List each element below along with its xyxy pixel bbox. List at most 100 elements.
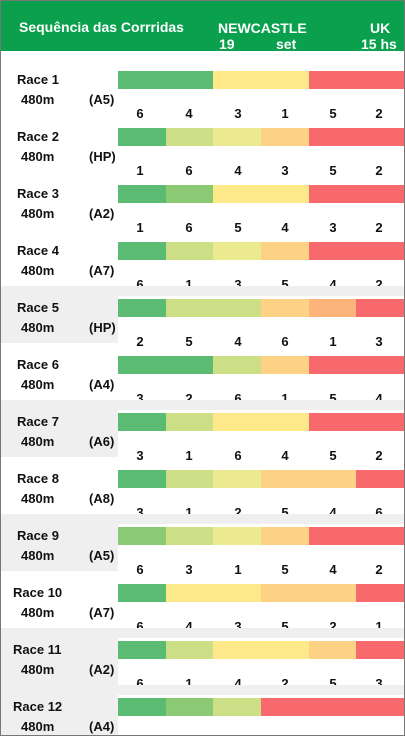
rating-segment-pale-yellow <box>213 470 261 488</box>
rating-bar: 6 1 4 2 5 3 <box>118 641 404 691</box>
rating-segment-red <box>356 470 404 488</box>
rating-segment-green <box>118 641 166 659</box>
rating-segment-green <box>118 413 166 431</box>
rating-bar: 3 1 6 4 5 2 <box>118 413 404 463</box>
row-shading <box>1 628 118 685</box>
trap-number: 4 <box>234 676 242 691</box>
rating-segment-light-orange <box>261 527 309 545</box>
rating-segment-yellow-green <box>213 698 261 716</box>
race-grade: (A2) <box>89 206 115 221</box>
rating-segment-yellow-green <box>165 641 214 659</box>
rating-segment-orange <box>308 299 357 317</box>
race-distance: 480m <box>21 377 55 392</box>
trap-number: 5 <box>281 505 289 520</box>
trap-number: 6 <box>185 220 193 235</box>
trap-number: 1 <box>281 106 289 121</box>
trap-number: 6 <box>375 505 383 520</box>
race-name: Race 12 <box>13 699 63 714</box>
rating-segment-red <box>356 641 404 659</box>
rating-segment-light-orange <box>261 242 309 260</box>
race-distance: 480m <box>21 719 55 734</box>
race-name: Race 4 <box>17 243 59 258</box>
trap-number: 5 <box>329 163 337 178</box>
trap-number: 3 <box>234 619 242 634</box>
rating-bar: 1 6 5 4 3 2 <box>118 185 404 235</box>
row-shading <box>118 400 404 410</box>
rating-segment-yellow-green <box>165 242 214 260</box>
page-title: Sequência das Corrridas <box>19 19 184 35</box>
rating-bar: 6 1 3 5 4 2 <box>118 242 404 292</box>
trap-number: 5 <box>281 277 289 292</box>
rating-segment-green <box>118 584 166 602</box>
rating-segment-red <box>356 584 404 602</box>
trap-number: 3 <box>234 277 242 292</box>
race-row: Race 12 480m (A4) 1 4 2 6 5 3 <box>1 685 404 735</box>
rating-segment-red <box>308 242 404 260</box>
country-code: UK <box>370 20 391 36</box>
race-distance: 480m <box>21 149 55 164</box>
trap-number: 1 <box>136 220 144 235</box>
rating-segment-red <box>308 128 404 146</box>
race-row: Race 3 480m (A2) 1 6 5 4 3 2 <box>1 172 404 235</box>
row-shading <box>118 685 404 695</box>
race-name: Race 5 <box>17 300 59 315</box>
race-name: Race 2 <box>17 129 59 144</box>
race-name: Race 11 <box>13 642 62 657</box>
meeting-day: 19 <box>219 36 235 52</box>
race-grade: (A8) <box>89 491 115 506</box>
trap-number: 4 <box>185 619 193 634</box>
race-row: Race 2 480m (HP) 1 6 4 3 5 2 <box>1 115 404 178</box>
trap-number: 1 <box>185 676 193 691</box>
rating-segment-red <box>308 71 404 89</box>
race-grade: (A4) <box>89 377 115 392</box>
trap-number: 5 <box>329 106 337 121</box>
start-time: 15 hs <box>361 36 397 52</box>
rating-segment-light-orange <box>261 584 357 602</box>
race-grade: (A5) <box>89 92 115 107</box>
trap-number: 1 <box>185 448 193 463</box>
trap-number: 1 <box>185 505 193 520</box>
rating-segment-red <box>308 185 404 203</box>
trap-number: 5 <box>323 733 343 735</box>
rating-segment-yellow-green <box>165 413 214 431</box>
trap-number: 3 <box>281 163 289 178</box>
trap-number: 6 <box>136 277 144 292</box>
row-shading <box>1 286 118 343</box>
trap-number: 6 <box>136 676 144 691</box>
row-shading <box>118 286 404 296</box>
trap-number: 3 <box>185 562 193 577</box>
rating-segment-green <box>118 71 214 89</box>
rating-segment-yellow-green <box>165 128 214 146</box>
row-shading <box>1 400 118 457</box>
trap-number: 3 <box>329 220 337 235</box>
trap-number: 2 <box>375 220 383 235</box>
trap-number: 5 <box>234 220 242 235</box>
trap-number: 4 <box>329 277 337 292</box>
trap-number: 2 <box>329 619 337 634</box>
trap-number: 2 <box>228 733 248 735</box>
meeting-month: set <box>276 36 297 52</box>
rating-segment-light-orange <box>261 356 309 374</box>
trap-number: 3 <box>369 733 389 735</box>
row-shading <box>118 628 404 638</box>
race-name: Race 1 <box>17 72 59 87</box>
race-name: Race 7 <box>17 414 59 429</box>
trap-number: 1 <box>329 334 337 349</box>
race-grade: (HP) <box>89 320 116 335</box>
rating-segment-light-green <box>118 527 166 545</box>
trap-number: 6 <box>185 163 193 178</box>
trap-number: 3 <box>136 448 144 463</box>
rating-segment-light-orange <box>261 299 309 317</box>
trap-number: 5 <box>329 676 337 691</box>
rating-segment-green <box>118 185 166 203</box>
trap-number: 2 <box>281 676 289 691</box>
rating-segment-red <box>261 698 404 716</box>
trap-number: 1 <box>130 733 150 735</box>
race-grade: (A2) <box>89 662 115 677</box>
trap-number: 3 <box>375 334 383 349</box>
rating-segment-yellow <box>213 413 309 431</box>
rating-bar: 6 3 1 5 4 2 <box>118 527 404 577</box>
rating-segment-yellow <box>213 71 309 89</box>
race-row: Race 4 480m (A7) 6 1 3 5 4 2 <box>1 229 404 292</box>
